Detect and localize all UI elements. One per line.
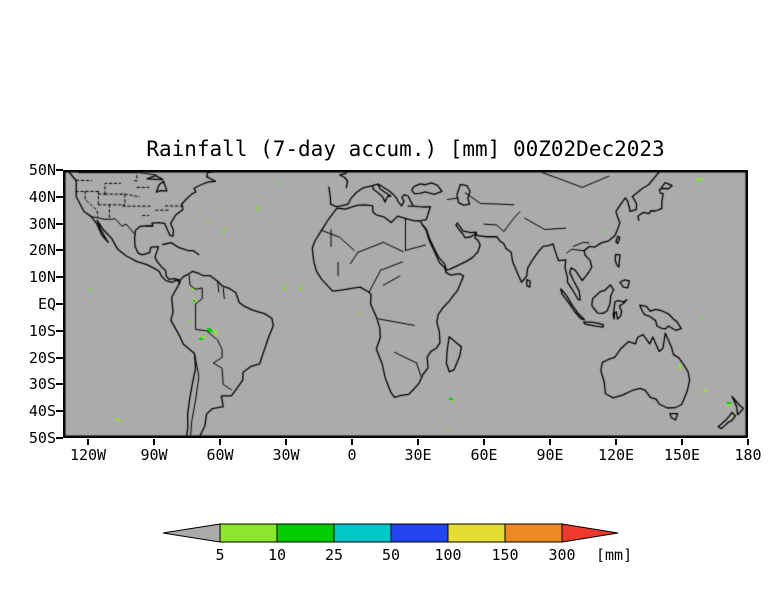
lat-tick-mark bbox=[56, 329, 63, 332]
colorbar-level-label: 300 bbox=[548, 546, 575, 564]
lat-tick-mark bbox=[56, 410, 63, 413]
lon-tick-label: 120E bbox=[597, 446, 635, 464]
colorbar-bin bbox=[447, 523, 506, 543]
colorbar-level-label: 100 bbox=[434, 546, 461, 564]
lat-tick-label: 30S bbox=[28, 375, 56, 394]
lat-tick-label: 40S bbox=[28, 402, 56, 421]
colorbar-above-arrow bbox=[561, 523, 619, 543]
lon-tick-mark bbox=[219, 439, 221, 445]
lon-tick-mark bbox=[87, 439, 89, 445]
lat-tick-label: EQ bbox=[37, 295, 56, 313]
lat-tick-mark bbox=[56, 222, 63, 225]
lat-tick-label: 30N bbox=[28, 214, 56, 233]
lon-tick-label: 150E bbox=[663, 446, 701, 464]
colorbar-level-label: 5 bbox=[215, 546, 224, 564]
lon-tick-mark bbox=[681, 439, 683, 445]
lat-tick-label: 20S bbox=[28, 348, 56, 367]
lat-tick-label: 20N bbox=[28, 241, 56, 260]
lat-tick-mark bbox=[56, 169, 63, 171]
colorbar-level-label: 50 bbox=[382, 546, 400, 564]
chart-title: Rainfall (7-day accum.) [mm] 00Z02Dec202… bbox=[146, 137, 665, 161]
colorbar-level-label: 150 bbox=[491, 546, 518, 564]
lon-tick-mark bbox=[747, 439, 749, 445]
colorbar-bin bbox=[390, 523, 449, 543]
lat-tick-mark bbox=[56, 249, 63, 252]
lat-tick-mark bbox=[56, 276, 63, 279]
colorbar-level-label: 10 bbox=[268, 546, 286, 564]
lon-tick-label: 120W bbox=[69, 446, 107, 464]
lon-tick-label: 0 bbox=[347, 446, 357, 464]
lat-tick-mark bbox=[56, 195, 63, 198]
colorbar-level-label: 25 bbox=[325, 546, 343, 564]
colorbar-bin bbox=[504, 523, 563, 543]
lat-tick-label: 40N bbox=[28, 187, 56, 206]
lon-tick-mark bbox=[351, 439, 353, 445]
lon-tick-mark bbox=[549, 439, 551, 445]
colorbar-bin bbox=[333, 523, 392, 543]
lon-tick-label: 60E bbox=[470, 446, 498, 464]
colorbar-unit-label: [mm] bbox=[596, 546, 632, 564]
lat-tick-mark bbox=[56, 356, 63, 359]
lat-tick-mark bbox=[56, 303, 63, 305]
map-plot-area bbox=[63, 170, 748, 438]
lon-tick-label: 30W bbox=[272, 446, 300, 464]
colorbar-below-arrow bbox=[162, 523, 221, 543]
colorbar-bin bbox=[219, 523, 278, 543]
lon-tick-label: 180 bbox=[734, 446, 762, 464]
colorbar-legend: 5 10 25 50 100 150 300 [mm] bbox=[162, 523, 632, 564]
world-rainfall-map-canvas bbox=[63, 170, 748, 438]
lat-tick-mark bbox=[56, 437, 63, 439]
lat-tick-mark bbox=[56, 383, 63, 386]
lon-tick-mark bbox=[483, 439, 485, 445]
lon-tick-label: 90E bbox=[536, 446, 564, 464]
lon-tick-mark bbox=[153, 439, 155, 445]
lon-tick-mark bbox=[417, 439, 419, 445]
lon-tick-label: 30E bbox=[404, 446, 432, 464]
lat-tick-label: 10S bbox=[28, 321, 56, 340]
lon-tick-label: 90W bbox=[140, 446, 168, 464]
lat-tick-label: 10N bbox=[28, 268, 56, 287]
lat-tick-label: 50S bbox=[28, 429, 56, 447]
lon-tick-mark bbox=[615, 439, 617, 445]
colorbar-bin bbox=[276, 523, 335, 543]
lon-tick-label: 60W bbox=[206, 446, 234, 464]
lon-tick-mark bbox=[285, 439, 287, 445]
lat-tick-label: 50N bbox=[28, 161, 56, 179]
